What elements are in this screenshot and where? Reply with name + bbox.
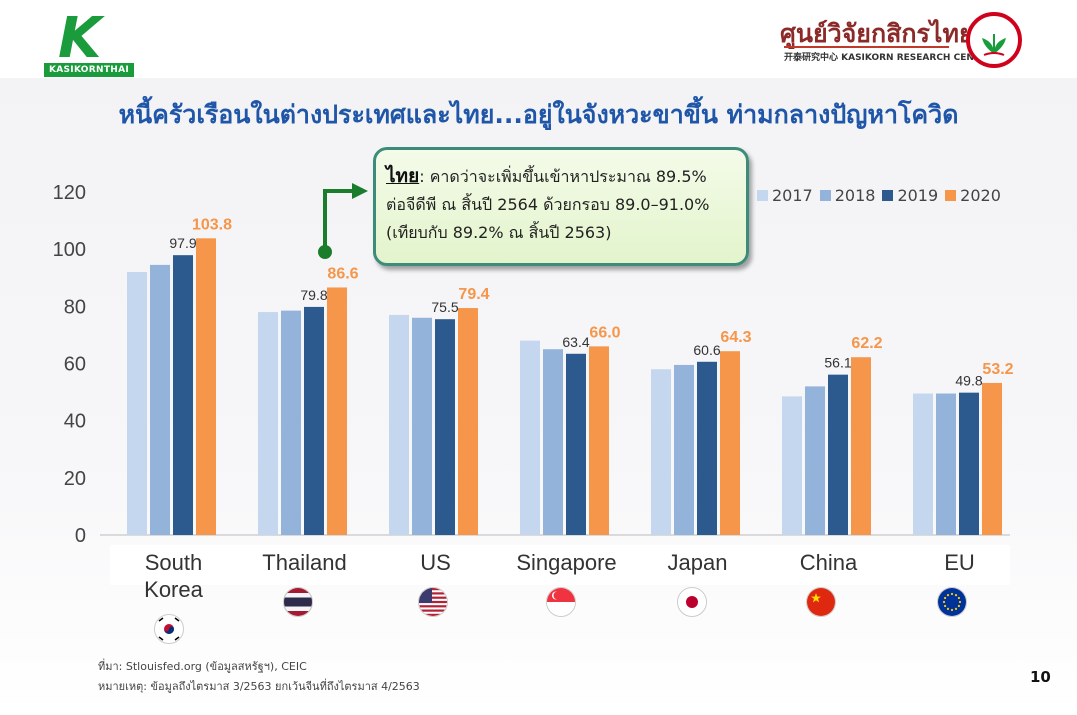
y-tick-label: 60 (64, 354, 86, 376)
category-label: China (800, 550, 858, 575)
data-label-2020: 53.2 (982, 361, 1013, 378)
callout-connector-line (323, 189, 356, 250)
bar-2017-3 (520, 340, 540, 535)
thailand-flag-icon (283, 587, 313, 617)
bar-2020-4 (720, 351, 740, 535)
legend-swatch-2017 (757, 190, 768, 201)
data-label-2019: 97.9 (169, 235, 196, 251)
category-label-band (110, 545, 1010, 585)
bar-2019-2 (435, 319, 455, 535)
category-label: Korea (144, 577, 203, 602)
china-flag-icon (806, 587, 836, 617)
bar-2018-5 (805, 386, 825, 535)
data-label-2019: 60.6 (693, 342, 720, 358)
callout-anchor-dot (318, 245, 332, 259)
data-label-2019: 56.1 (824, 355, 851, 371)
bar-2018-0 (150, 264, 170, 535)
footer-note: หมายเหตุ: ข้อมูลถึงไตรมาส 3/2563 ยกเว้นจ… (98, 680, 420, 693)
y-tick-label: 40 (64, 411, 86, 433)
bar-2019-6 (959, 392, 979, 535)
data-label-2019: 79.8 (300, 287, 327, 303)
us-flag-icon (418, 587, 448, 617)
footer-source: ที่มา: Stlouisfed.org (ข้อมูลสหรัฐฯ), CE… (98, 660, 307, 673)
bar-2020-2 (458, 308, 478, 535)
kbank-logo (966, 12, 1022, 68)
legend-item-2018: 2018 (819, 186, 876, 205)
data-label-2019: 75.5 (431, 299, 458, 315)
bar-2019-1 (304, 306, 324, 535)
legend-label-2017: 2017 (772, 186, 813, 205)
kasikornthai-logo-text: KASIKORNTHAI (44, 63, 134, 77)
bar-2017-1 (258, 312, 278, 535)
bar-2020-6 (982, 382, 1002, 535)
legend-label-2018: 2018 (834, 186, 876, 205)
y-tick-label: 100 (53, 239, 86, 261)
category-label: Japan (668, 550, 728, 575)
data-label-2020: 64.3 (720, 329, 751, 346)
legend-item-2019: 2019 (882, 186, 938, 205)
legend-swatch-2019 (882, 190, 894, 201)
legend-swatch-2018 (819, 190, 831, 201)
legend-item-2017: 2017 (757, 186, 813, 205)
data-label-2019: 49.8 (955, 373, 982, 389)
thailand-forecast-callout: ไทย: คาดว่าจะเพิ่มขึ้นเข้าหาประมาณ 89.5%… (373, 147, 749, 266)
bar-2018-6 (936, 393, 956, 535)
callout-line-1: : คาดว่าจะเพิ่มขึ้นเข้าหาประมาณ 89.5% (419, 167, 707, 186)
y-tick-label: 80 (64, 296, 86, 318)
page-number: 10 (1030, 668, 1051, 686)
japan-flag-icon (677, 587, 707, 617)
data-label-2020: 79.4 (458, 286, 489, 303)
callout-line-2: ต่อจีดีพี ณ สิ้นปี 2564 ด้วยกรอบ 89.0–91… (386, 195, 710, 214)
legend-item-2020: 2020 (945, 186, 1001, 205)
category-label: US (420, 550, 451, 575)
legend-swatch-2020 (945, 190, 957, 201)
bar-2018-1 (281, 310, 301, 535)
callout-line-3: (เทียบกับ 89.2% ณ สิ้นปี 2563) (386, 223, 612, 242)
logo-underline (784, 46, 949, 48)
bar-2019-0 (173, 255, 193, 535)
kasikorn-research-subtitle: 开泰研究中心 KASIKORN RESEARCH CENTER (784, 53, 994, 63)
y-tick-label: 0 (75, 525, 86, 547)
legend-label-2020: 2020 (960, 186, 1001, 205)
data-label-2019: 63.4 (562, 334, 589, 350)
y-tick-label: 20 (64, 468, 86, 490)
bar-2017-5 (782, 396, 802, 535)
bar-2017-2 (389, 314, 409, 535)
data-label-2020: 103.8 (192, 216, 232, 233)
page-title: หนี้ครัวเรือนในต่างประเทศและไทย...อยู่ใน… (118, 100, 959, 129)
chart-legend: 2017 2018 2019 2020 (757, 186, 1001, 205)
category-label: EU (944, 550, 975, 575)
legend-label-2019: 2019 (897, 186, 939, 205)
data-label-2020: 86.6 (327, 265, 358, 282)
y-tick-label: 120 (53, 182, 86, 204)
k-logo-icon: K (58, 6, 102, 71)
bar-2020-5 (851, 357, 871, 535)
callout-lead: ไทย (386, 165, 420, 187)
category-label: Thailand (262, 550, 346, 575)
data-label-2020: 66.0 (589, 324, 620, 341)
bar-2018-3 (543, 349, 563, 535)
kasikorn-research-title: ศูนย์วิจัยกสิกรไทย (780, 19, 974, 48)
bar-2019-4 (697, 361, 717, 535)
bar-2019-5 (828, 374, 848, 535)
south-korea-flag-icon (154, 614, 184, 644)
category-label: South (145, 550, 203, 575)
eu-flag-icon (937, 587, 967, 617)
bar-2018-4 (674, 364, 694, 535)
data-label-2020: 62.2 (851, 335, 882, 352)
bar-2020-3 (589, 346, 609, 535)
bar-2020-0 (196, 238, 216, 535)
callout-arrowhead-icon (352, 183, 368, 199)
category-label: Singapore (516, 550, 616, 575)
kasikornthai-logo: K KASIKORNTHAI (44, 10, 134, 78)
bar-2017-6 (913, 393, 933, 535)
bar-2017-0 (127, 272, 147, 535)
leaf-logo-icon (982, 34, 1006, 56)
bar-2020-1 (327, 287, 347, 535)
bar-2017-4 (651, 369, 671, 535)
bar-2018-2 (412, 317, 432, 535)
bar-2019-3 (566, 353, 586, 535)
singapore-flag-icon (546, 587, 576, 617)
